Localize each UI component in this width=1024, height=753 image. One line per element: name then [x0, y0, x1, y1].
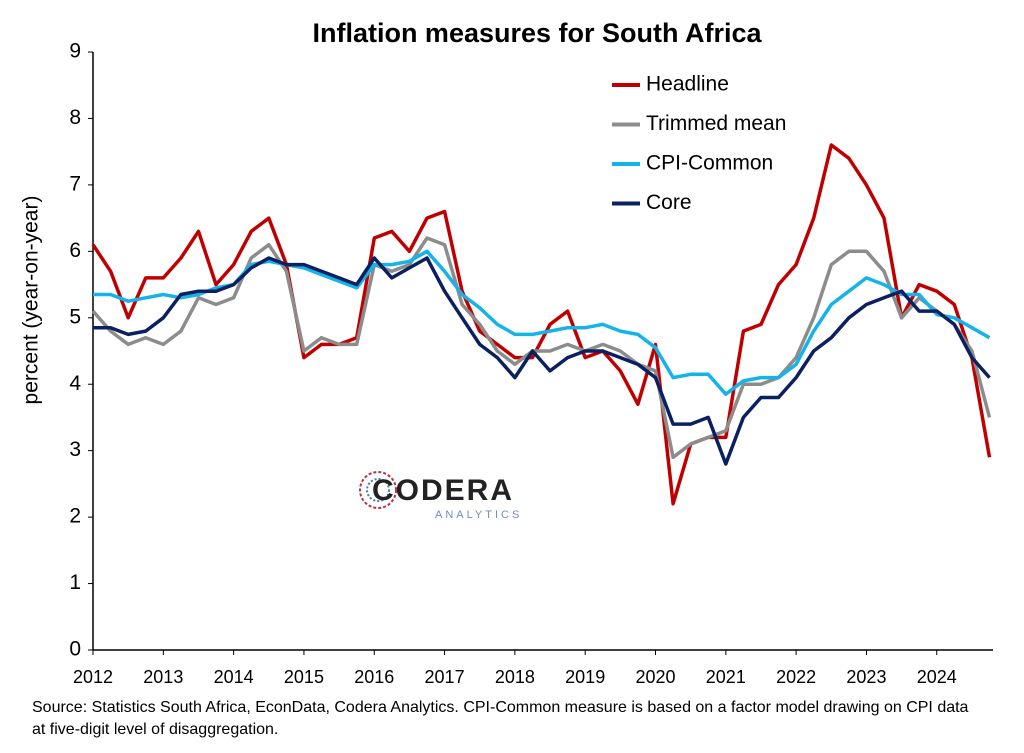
series-line — [93, 256, 991, 466]
x-tick-label: 2016 — [354, 667, 394, 687]
x-tick-label: 2018 — [495, 667, 535, 687]
y-tick-label: 4 — [69, 372, 81, 395]
x-tick-label: 2020 — [635, 667, 675, 687]
logo-icon — [366, 478, 390, 502]
x-tick-label: 2017 — [425, 667, 465, 687]
series-line — [91, 143, 992, 506]
y-tick-label: 2 — [69, 505, 81, 528]
x-tick-label: 2022 — [776, 667, 816, 687]
x-tick-label: 2021 — [706, 667, 746, 687]
legend-label: Trimmed mean — [646, 112, 786, 135]
x-tick-label: 2014 — [214, 667, 254, 687]
y-tick-label: 9 — [69, 40, 81, 63]
x-tick-label: 2012 — [73, 667, 113, 687]
legend: Headline Trimmed mean CPI-Common Core — [612, 73, 786, 214]
x-tick-label: 2019 — [565, 667, 605, 687]
logo-name: CODERA — [372, 474, 514, 507]
legend-label: Core — [646, 191, 692, 214]
y-tick-label: 0 — [69, 638, 81, 661]
y-axis-label: percent (year-on-year) — [20, 196, 43, 405]
logo-icon — [359, 471, 397, 509]
y-tick-label: 8 — [69, 106, 81, 129]
legend-label: CPI-Common — [646, 152, 773, 175]
x-tick-label: 2024 — [917, 667, 957, 687]
y-tick-label: 5 — [69, 305, 81, 328]
x-tick-label: 2023 — [846, 667, 886, 687]
legend-label: Headline — [646, 73, 729, 96]
y-tick-label: 3 — [69, 438, 81, 461]
source-note: Source: Statistics South Africa, EconDat… — [32, 699, 969, 738]
x-tick-label: 2013 — [143, 667, 183, 687]
logo: CODERA ANALYTICS — [359, 471, 522, 521]
chart-title: Inflation measures for South Africa — [312, 18, 762, 48]
x-tick-label: 2015 — [284, 667, 324, 687]
y-tick-label: 7 — [69, 172, 81, 195]
y-tick-label: 1 — [69, 571, 81, 594]
y-tick-label: 6 — [69, 239, 81, 262]
logo-tagline: ANALYTICS — [435, 509, 522, 521]
